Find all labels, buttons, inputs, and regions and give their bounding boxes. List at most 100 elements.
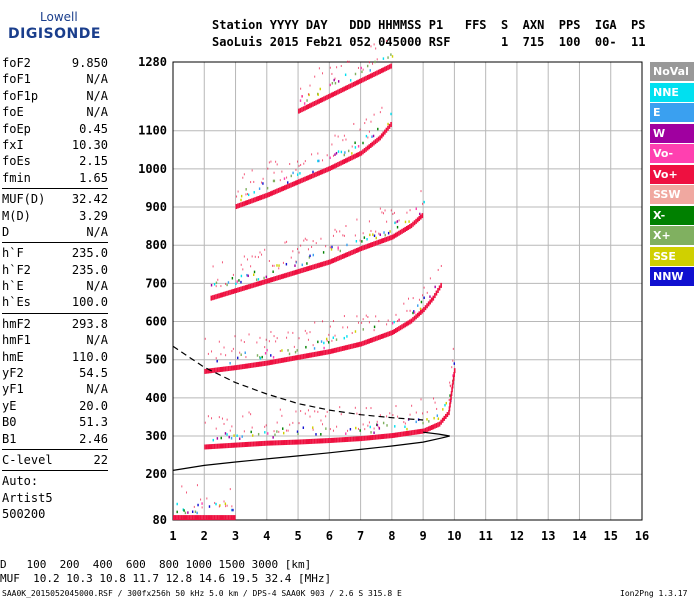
- echo-point: [259, 336, 261, 339]
- echo-point: [215, 367, 217, 373]
- echo-point: [284, 241, 286, 244]
- parameter-label: h`F: [2, 246, 24, 261]
- echo-point: [415, 420, 417, 424]
- echo-point: [229, 488, 231, 491]
- echo-point: [269, 277, 272, 283]
- echo-point: [368, 130, 370, 133]
- echo-point: [368, 338, 371, 344]
- echo-point: [399, 229, 402, 235]
- echo-point: [268, 161, 270, 164]
- echo-point: [273, 179, 276, 183]
- echo-point: [362, 68, 364, 71]
- echo-point: [437, 268, 439, 271]
- legend-item: NoVal: [650, 62, 694, 81]
- echo-point: [418, 298, 420, 301]
- echo-point: [309, 174, 311, 180]
- echo-point: [321, 169, 324, 175]
- echo-point: [280, 357, 283, 363]
- echo-point: [433, 416, 435, 420]
- echo-point: [355, 436, 358, 442]
- echo-point: [304, 412, 306, 415]
- echo-point: [273, 440, 275, 446]
- echo-point: [314, 321, 316, 324]
- echo-point: [297, 160, 299, 163]
- echo-point: [223, 500, 225, 503]
- echo-point: [373, 329, 375, 332]
- echo-point: [235, 204, 238, 210]
- echo-point: [268, 440, 270, 446]
- echo-point: [392, 213, 394, 216]
- echo-point: [265, 338, 267, 341]
- legend-item: Vo-: [650, 144, 694, 163]
- echo-point: [304, 160, 306, 163]
- echo-point: [423, 307, 425, 313]
- echo-point: [246, 284, 249, 290]
- echo-point: [365, 244, 367, 250]
- echo-point: [437, 417, 440, 420]
- echo-point: [393, 320, 395, 324]
- echo-point: [412, 311, 414, 315]
- echo-point: [352, 154, 355, 160]
- y-tick-label: 300: [145, 429, 167, 443]
- echo-point: [246, 200, 249, 206]
- echo-point: [382, 67, 385, 73]
- echo-point: [406, 211, 408, 214]
- echo-point: [434, 285, 436, 289]
- echo-point: [243, 442, 245, 448]
- echo-point: [309, 84, 311, 87]
- echo-point: [312, 240, 314, 243]
- echo-point: [286, 336, 288, 339]
- echo-point: [388, 235, 391, 241]
- echo-point: [229, 515, 231, 521]
- echo-point: [223, 366, 225, 372]
- y-tick-label: 900: [145, 200, 167, 214]
- echo-point: [318, 67, 320, 70]
- echo-point: [369, 142, 372, 148]
- echo-point: [396, 220, 399, 223]
- echo-point: [390, 63, 392, 69]
- echo-point: [226, 433, 228, 436]
- echo-point: [264, 425, 266, 428]
- echo-point: [361, 70, 363, 74]
- echo-point: [248, 199, 250, 205]
- echo-point: [240, 339, 242, 342]
- echo-point: [292, 331, 294, 334]
- echo-point: [422, 294, 424, 297]
- echo-point: [248, 411, 250, 414]
- echo-point: [211, 417, 213, 420]
- echo-point: [384, 433, 386, 439]
- echo-point: [387, 56, 389, 59]
- echo-point: [420, 190, 422, 193]
- x-tick-label: 10: [447, 529, 461, 543]
- echo-point: [377, 136, 380, 142]
- echo-point: [413, 429, 416, 435]
- echo-point: [232, 508, 234, 512]
- echo-point: [240, 364, 242, 370]
- echo-point: [173, 515, 175, 521]
- echo-point: [369, 337, 372, 343]
- echo-point: [373, 427, 375, 430]
- echo-point: [380, 68, 383, 74]
- echo-point: [398, 318, 400, 321]
- echo-point: [341, 254, 344, 260]
- echo-point: [293, 439, 295, 445]
- echo-point: [343, 234, 345, 237]
- echo-point: [307, 248, 309, 251]
- echo-point: [200, 498, 202, 501]
- echo-point: [318, 159, 320, 163]
- echo-point: [290, 271, 292, 277]
- echo-point: [287, 331, 289, 334]
- echo-point: [312, 428, 314, 431]
- echo-point: [365, 75, 367, 81]
- echo-point: [276, 188, 278, 194]
- echo-point: [316, 99, 319, 105]
- echo-point: [335, 90, 338, 96]
- echo-point: [438, 285, 441, 291]
- echo-point: [321, 261, 324, 267]
- echo-point: [251, 283, 253, 289]
- echo-point: [300, 409, 302, 412]
- echo-point: [264, 248, 266, 251]
- echo-point: [405, 430, 408, 436]
- echo-point: [363, 76, 366, 82]
- echo-point: [283, 357, 286, 363]
